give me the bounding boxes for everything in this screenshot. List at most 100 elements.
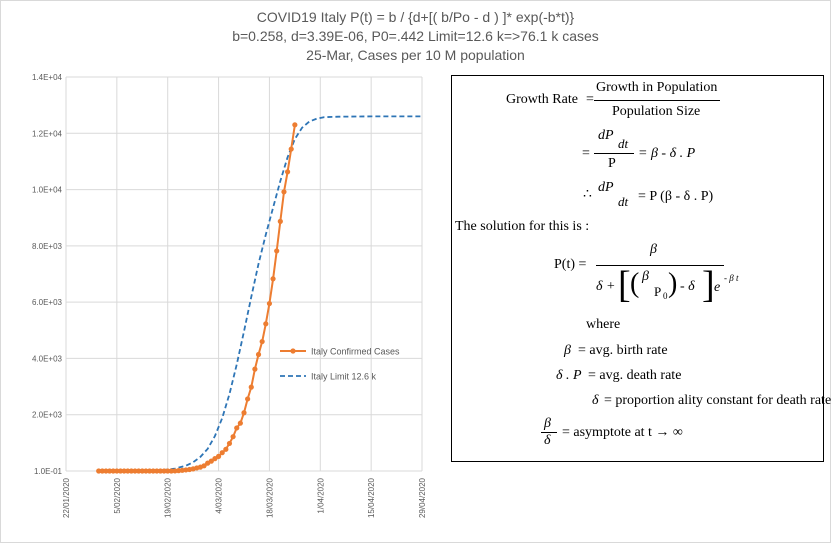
y-tick-label: 6.0E+03	[32, 298, 63, 307]
right-bracket: ]	[702, 264, 715, 306]
formula-panel: Growth Rate = Growth in Population Popul…	[451, 75, 831, 462]
solution-text: The solution for this is :	[455, 219, 590, 234]
confirmed-cases-point	[201, 463, 207, 469]
p0-symbol: P	[654, 284, 662, 299]
confirmed-cases-point	[136, 468, 142, 474]
x-axis-tick-labels: 22/01/2020 5/02/2020 19/02/2020 4/03/2020 18…	[62, 477, 427, 518]
left-bracket: [	[618, 264, 631, 306]
series-lines	[98, 115, 422, 472]
def-asym-delta: δ	[544, 433, 551, 448]
minus-delta: - δ	[680, 279, 695, 294]
confirmed-cases-point	[259, 338, 265, 345]
confirmed-cases-point	[154, 468, 160, 474]
confirmed-cases-point	[215, 453, 222, 459]
def-beta-symbol: β	[564, 343, 571, 358]
confirmed-cases-point	[226, 440, 233, 447]
chart-title: COVID19 Italy P(t) = b / {d+[( b/Po - d …	[256, 9, 575, 25]
dp-symbol-1: dP	[598, 128, 614, 143]
x-tick-label: 29/04/2020	[418, 477, 427, 518]
dt-symbol-1: dt	[618, 136, 629, 151]
confirmed-cases-point	[121, 468, 127, 474]
def-delta-symbol: δ	[592, 393, 599, 408]
p-denominator: P	[608, 156, 616, 171]
limit-curve-line	[98, 115, 422, 472]
confirmed-cases-point	[96, 468, 102, 474]
confirmed-cases-point	[103, 468, 109, 474]
equals-sign-2: =	[582, 146, 590, 161]
confirmed-cases-point	[128, 468, 134, 474]
confirmed-cases-point	[288, 146, 294, 152]
y-tick-label: 1.2E+04	[32, 129, 63, 138]
beta-inner: β	[642, 269, 649, 284]
confirmed-cases-point	[255, 351, 262, 358]
confirmed-cases-point	[248, 384, 254, 390]
def-asymptote: = asymptote at t → ∞	[562, 425, 683, 440]
dt-symbol-2: dt	[618, 194, 629, 209]
confirmed-cases-point	[237, 420, 243, 426]
chart-subtitle-1: b=0.258, d=3.39E-06, P0=.442 Limit=12.6 …	[232, 28, 599, 44]
fraction-bar-4	[541, 432, 557, 433]
y-tick-label: 1.0E-01	[34, 467, 63, 476]
confirmed-cases-point	[139, 468, 145, 474]
pt-label: P(t) =	[554, 257, 587, 272]
y-tick-label: 4.0E+03	[32, 354, 63, 363]
rhs-p-beta-minus-delta-p: = P (β - δ . P)	[638, 189, 714, 204]
confirmed-cases-point	[110, 468, 116, 474]
grid-lines	[65, 76, 423, 472]
growth-denominator: Population Size	[612, 104, 701, 119]
x-tick-label: 18/03/2020	[265, 477, 274, 518]
confirmed-cases-point	[270, 276, 276, 282]
def-delta-p-symbol: δ . P	[556, 368, 582, 383]
dp-symbol-2: dP	[598, 180, 614, 195]
def-proportionality: = proportion ality constant for death ra…	[604, 393, 831, 408]
series-markers	[96, 122, 298, 474]
y-tick-label: 2.0E+03	[32, 411, 63, 420]
confirmed-cases-point	[263, 321, 269, 327]
exp-superscript: - β t	[724, 273, 739, 283]
def-asym-beta: β	[544, 416, 551, 431]
confirmed-cases-point	[230, 434, 236, 440]
confirmed-cases-point	[150, 468, 156, 474]
chart-titles: COVID19 Italy P(t) = b / {d+[( b/Po - d …	[0, 8, 831, 65]
confirmed-cases-point	[208, 458, 214, 464]
legend-label-confirmed: Italy Confirmed Cases	[311, 347, 400, 357]
confirmed-cases-point	[223, 446, 229, 452]
left-paren: (	[630, 268, 640, 299]
confirmed-cases-point	[132, 468, 138, 474]
confirmed-cases-point	[117, 468, 124, 474]
rhs-beta-minus-delta-p: = β - δ . P	[638, 146, 696, 161]
growth-rate-label: Growth Rate	[506, 92, 578, 107]
confirmed-cases-point	[161, 468, 167, 474]
legend: Italy Confirmed Cases Italy Limit 12.6 k	[280, 347, 400, 382]
confirmed-cases-point	[266, 300, 273, 307]
right-paren: )	[668, 268, 678, 299]
x-tick-label: 1/04/2020	[316, 477, 325, 513]
confirmed-cases-point	[168, 468, 174, 474]
confirmed-cases-point	[292, 122, 298, 128]
x-tick-label: 22/01/2020	[62, 477, 71, 518]
x-tick-label: 5/02/2020	[113, 477, 122, 513]
confirmed-cases-point	[241, 410, 247, 416]
confirmed-cases-point	[274, 248, 280, 254]
growth-numerator: Growth in Population	[596, 80, 718, 95]
p0-subscript: 0	[663, 291, 668, 301]
confirmed-cases-point	[234, 425, 240, 431]
confirmed-cases-point	[157, 468, 164, 474]
confirmed-cases-point	[219, 450, 225, 456]
equals-sign-1: =	[586, 92, 594, 107]
x-tick-label: 4/03/2020	[215, 477, 224, 513]
confirmed-cases-point	[125, 468, 131, 474]
confirmed-cases-point	[106, 468, 113, 474]
therefore-symbol: ∴	[583, 187, 592, 202]
fraction-bar-3	[596, 265, 724, 266]
confirmed-cases-point	[114, 468, 120, 474]
exp-e: e	[714, 280, 721, 295]
fraction-bar-1	[594, 100, 720, 101]
def-birth-rate: = avg. birth rate	[578, 343, 668, 358]
confirmed-cases-point	[146, 468, 153, 474]
confirmed-cases-point	[252, 366, 258, 372]
confirmed-cases-point	[165, 468, 171, 474]
x-tick-label: 19/02/2020	[164, 477, 173, 518]
legend-marker-confirmed	[290, 348, 296, 354]
